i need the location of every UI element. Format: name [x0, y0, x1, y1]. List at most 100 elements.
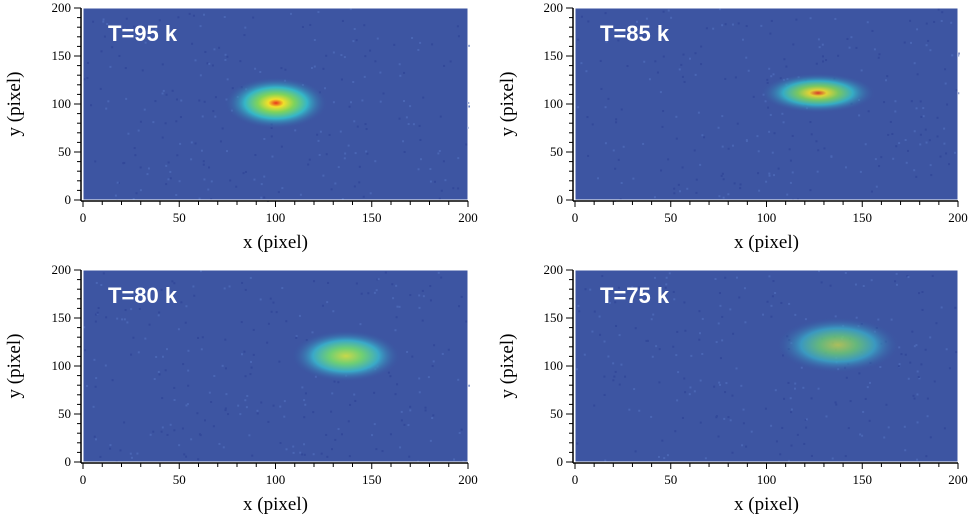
noise: [805, 318, 807, 320]
noise: [657, 72, 659, 74]
noise: [712, 28, 714, 30]
noise: [105, 316, 107, 318]
noise: [720, 357, 722, 359]
noise: [408, 123, 410, 125]
noise: [586, 116, 588, 118]
y-tick-label: 100: [52, 96, 72, 111]
noise: [212, 110, 214, 112]
x-tick-label: 50: [173, 210, 186, 225]
noise: [244, 399, 246, 401]
noise: [326, 301, 328, 303]
noise: [912, 395, 914, 397]
noise: [303, 399, 305, 401]
noise: [409, 406, 411, 408]
noise: [654, 196, 656, 198]
noise: [776, 440, 778, 442]
noise: [286, 448, 288, 450]
noise: [241, 353, 243, 355]
noise: [830, 156, 832, 158]
noise: [84, 349, 86, 351]
y-tick-label: 150: [52, 310, 72, 325]
noise: [352, 81, 354, 83]
noise: [701, 353, 703, 355]
noise: [433, 344, 435, 346]
noise: [250, 361, 252, 363]
noise: [845, 272, 847, 274]
noise: [252, 17, 254, 19]
noise: [191, 141, 193, 143]
noise: [104, 36, 106, 38]
noise: [663, 11, 665, 13]
noise: [613, 149, 615, 151]
noise: [457, 25, 459, 27]
noise: [689, 386, 691, 388]
noise: [284, 400, 286, 402]
noise: [576, 443, 578, 445]
noise: [914, 62, 916, 64]
noise: [93, 406, 95, 408]
noise: [105, 108, 107, 110]
noise: [668, 10, 670, 12]
intensity-spot: [291, 330, 401, 382]
noise: [724, 391, 726, 393]
noise: [182, 363, 184, 365]
noise: [365, 123, 367, 125]
noise: [213, 425, 215, 427]
noise: [312, 411, 314, 413]
noise: [811, 133, 813, 135]
noise: [251, 367, 253, 369]
noise: [955, 351, 957, 353]
noise: [162, 137, 164, 139]
noise: [643, 61, 645, 63]
x-tick-label: 200: [948, 210, 968, 225]
noise: [393, 44, 395, 46]
noise: [276, 311, 278, 313]
noise: [732, 333, 734, 335]
y-tick-label: 200: [544, 0, 564, 15]
noise: [926, 44, 928, 46]
noise: [349, 455, 351, 457]
noise: [615, 371, 617, 373]
noise: [325, 55, 327, 57]
noise: [904, 42, 906, 44]
noise: [869, 420, 871, 422]
noise: [950, 22, 952, 24]
noise: [359, 166, 361, 168]
noise: [342, 20, 344, 22]
noise: [774, 292, 776, 294]
noise: [183, 453, 185, 455]
x-tick-label: 50: [173, 472, 186, 487]
noise: [791, 408, 793, 410]
noise: [459, 432, 461, 434]
noise: [92, 21, 94, 23]
noise: [169, 171, 171, 173]
noise: [170, 177, 172, 179]
noise: [658, 456, 660, 458]
noise: [353, 394, 355, 396]
noise: [849, 47, 851, 49]
noise: [769, 175, 771, 177]
noise: [179, 143, 181, 145]
noise: [168, 161, 170, 163]
noise: [422, 97, 424, 99]
noise: [332, 310, 334, 312]
noise: [951, 54, 953, 56]
noise: [894, 100, 896, 102]
noise: [577, 305, 579, 307]
noise: [615, 325, 617, 327]
noise: [185, 305, 187, 307]
noise: [762, 314, 764, 316]
noise: [917, 73, 919, 75]
x-tick-label: 50: [664, 210, 677, 225]
noise: [816, 63, 818, 65]
noise: [605, 12, 607, 14]
noise: [871, 191, 873, 193]
noise: [127, 133, 129, 135]
noise: [225, 407, 227, 409]
noise: [822, 60, 824, 62]
noise: [411, 37, 413, 39]
noise: [304, 454, 306, 456]
noise: [744, 287, 746, 289]
noise: [920, 363, 922, 365]
noise: [850, 36, 852, 38]
